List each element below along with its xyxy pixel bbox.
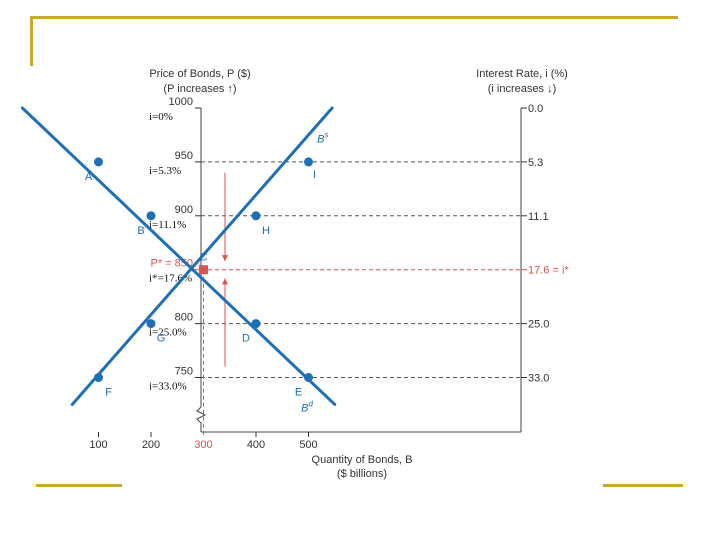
point-label-d: D — [242, 333, 250, 345]
interest-annotation: i=0% — [149, 111, 173, 123]
point-d — [251, 319, 261, 329]
right-tick-label: 5.3 — [528, 157, 543, 169]
x-tick-label: 500 — [299, 439, 317, 451]
point-label-a: A — [85, 171, 93, 183]
title-rule-left — [30, 16, 33, 66]
x-tick-label: 100 — [89, 439, 107, 451]
left-axis-subtitle: (P increases ↑) — [163, 83, 236, 95]
demand-curve-label-superscript: d — [308, 400, 313, 409]
reference-lines: 300 — [194, 161, 521, 451]
point-e — [304, 373, 313, 382]
left-tick-label: 950 — [175, 150, 193, 162]
point-label-g: G — [157, 333, 166, 345]
left-tick-label: 800 — [175, 312, 193, 324]
footer-rule-left — [36, 484, 122, 487]
x-axis-subtitle: ($ billions) — [337, 468, 387, 480]
x-tick-label: 200 — [142, 439, 160, 451]
right-axis-title: Interest Rate, i (%) — [476, 68, 568, 80]
point-label-i: I — [313, 169, 316, 181]
supply-curve-label: Bs — [317, 130, 328, 145]
interest-annotation: i=33.0% — [149, 381, 187, 393]
demand-curve — [20, 106, 337, 406]
point-label-c: C — [200, 252, 208, 264]
x-axis-title: Quantity of Bonds, B — [312, 454, 413, 466]
supply-curve — [70, 106, 334, 406]
footer-rule-right — [603, 484, 683, 487]
equilibrium-point — [199, 265, 208, 275]
labels-layer: F G H I A B D E Bs Bd C — [85, 130, 329, 414]
point-h — [251, 211, 261, 221]
right-tick-label: 17.6 = i* — [528, 265, 569, 277]
left-axis-title: Price of Bonds, P ($) — [149, 68, 250, 80]
title-rule-top — [30, 16, 678, 19]
point-label-b: B — [137, 225, 144, 237]
point-label-e: E — [295, 387, 302, 399]
point-g — [146, 319, 156, 329]
left-tick-label: 900 — [175, 204, 193, 216]
interest-annotation: i=5.3% — [149, 165, 181, 177]
point-label-h: H — [262, 225, 270, 237]
right-tick-label: 11.1 — [528, 211, 549, 223]
interest-annotation: i=11.1% — [149, 219, 186, 231]
left-tick-label: 750 — [175, 366, 193, 378]
right-axis-subtitle: (i increases ↓) — [488, 83, 556, 95]
arrow-head — [222, 278, 228, 285]
left-tick-label: 1000 — [169, 96, 193, 108]
interest-annotation: i=25.0% — [149, 327, 187, 339]
point-a — [94, 157, 103, 167]
curves-layer — [20, 106, 337, 406]
right-tick-label: 33.0 — [528, 373, 549, 385]
right-tick-label: 0.0 — [528, 103, 543, 115]
point-f — [94, 373, 103, 382]
axis-break-mark — [196, 406, 207, 432]
demand-curve-label: Bd — [301, 400, 313, 415]
supply-curve-label-superscript: s — [324, 130, 328, 139]
equilibrium-quantity-label: 300 — [194, 439, 212, 451]
point-label-f: F — [105, 387, 112, 399]
arrow-head — [222, 255, 228, 262]
point-b — [146, 211, 156, 221]
x-tick-label: 400 — [247, 439, 265, 451]
point-i — [304, 157, 313, 167]
right-tick-label: 25.0 — [528, 319, 549, 331]
